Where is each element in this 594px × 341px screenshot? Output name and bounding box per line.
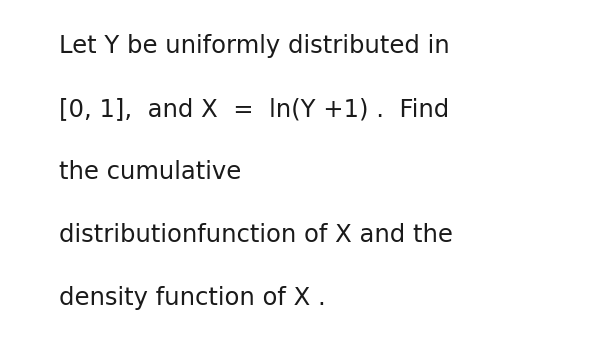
- Text: Let Y be uniformly distributed in: Let Y be uniformly distributed in: [59, 34, 450, 58]
- Text: distributionfunction of X and the: distributionfunction of X and the: [59, 223, 453, 247]
- Text: density function of X .: density function of X .: [59, 286, 326, 310]
- Text: the cumulative: the cumulative: [59, 160, 242, 184]
- Text: [0, 1],  and X  =  ln(Y +1) .  Find: [0, 1], and X = ln(Y +1) . Find: [59, 97, 450, 121]
